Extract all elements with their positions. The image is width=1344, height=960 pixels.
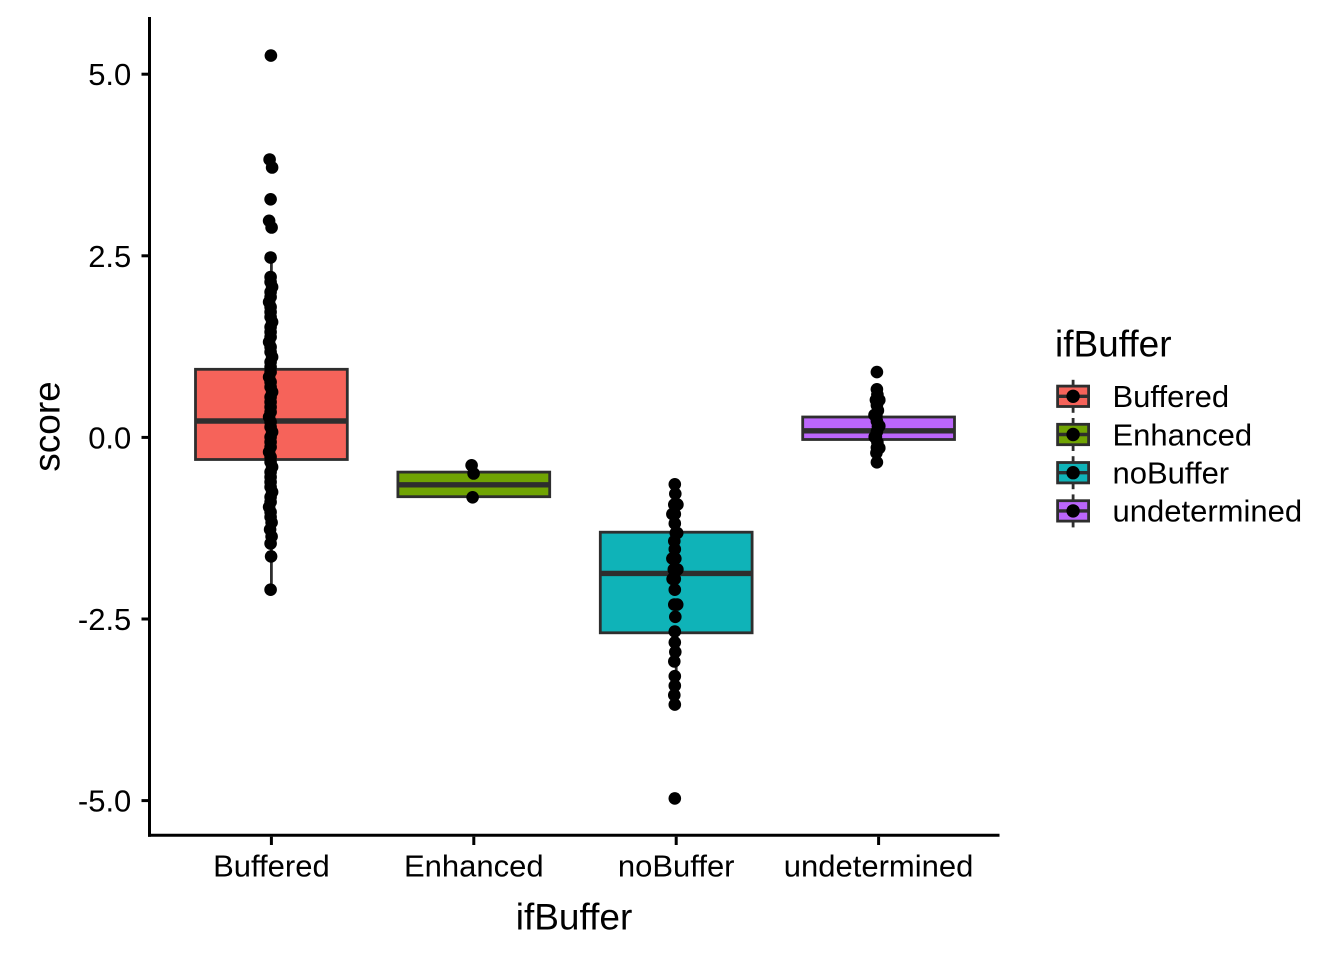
svg-text:Enhanced: Enhanced bbox=[404, 849, 544, 884]
svg-text:-2.5: -2.5 bbox=[78, 602, 131, 637]
svg-text:score: score bbox=[27, 381, 68, 471]
svg-text:Enhanced: Enhanced bbox=[1113, 417, 1253, 452]
svg-text:2.5: 2.5 bbox=[88, 239, 131, 274]
svg-text:-5.0: -5.0 bbox=[78, 784, 131, 819]
svg-text:Buffered: Buffered bbox=[213, 849, 330, 884]
svg-text:5.0: 5.0 bbox=[88, 57, 131, 92]
svg-text:undetermined: undetermined bbox=[1113, 494, 1303, 529]
svg-text:Buffered: Buffered bbox=[1113, 379, 1230, 414]
svg-text:ifBuffer: ifBuffer bbox=[516, 896, 633, 937]
svg-text:noBuffer: noBuffer bbox=[618, 849, 735, 884]
svg-text:undetermined: undetermined bbox=[784, 849, 974, 884]
svg-text:0.0: 0.0 bbox=[88, 420, 131, 455]
svg-text:ifBuffer: ifBuffer bbox=[1055, 323, 1172, 364]
svg-text:noBuffer: noBuffer bbox=[1113, 456, 1230, 491]
